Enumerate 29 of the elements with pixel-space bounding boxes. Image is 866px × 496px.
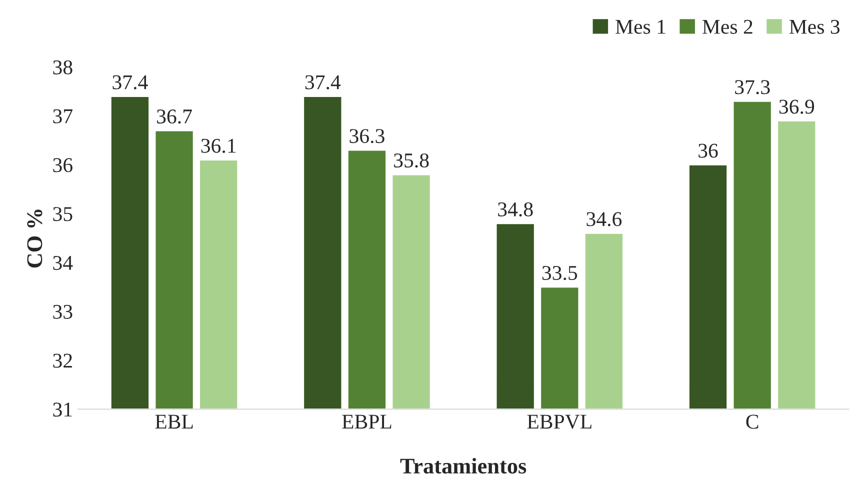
x-tick-label: EBPL	[342, 414, 392, 429]
data-label: 37.4	[305, 75, 341, 90]
data-label: 36.3	[350, 129, 384, 144]
y-tick-label: 33	[53, 304, 72, 319]
y-axis-title: CO %	[27, 210, 42, 268]
y-tick-label: 38	[53, 60, 72, 74]
y-tick-label: 32	[53, 354, 72, 368]
data-label: 34.8	[498, 202, 533, 216]
x-tick-label: EBL	[155, 414, 193, 429]
data-label: 33.5	[542, 266, 578, 280]
data-label: 36	[698, 144, 718, 158]
data-label: 36.7	[157, 110, 192, 124]
y-tick-label: 31	[53, 402, 72, 417]
x-tick-label: EBPVL	[527, 414, 592, 429]
data-label: 35.8	[394, 153, 429, 168]
data-label: 37.3	[735, 80, 770, 94]
legend-label: Mes 3	[789, 20, 840, 34]
legend-label: Mes 2	[702, 20, 752, 34]
y-tick-label: 34	[53, 256, 73, 270]
data-label: 37.4	[112, 75, 148, 90]
data-label: 34.6	[586, 212, 622, 226]
legend-label: Mes 1	[616, 20, 666, 34]
data-label: 36.9	[779, 100, 814, 114]
y-tick-label: 35	[53, 207, 72, 222]
x-tick-label: C	[746, 414, 758, 429]
y-tick-label: 37	[53, 109, 72, 124]
x-axis-title: Tratamientos	[400, 458, 526, 474]
data-label: 36.1	[201, 138, 236, 153]
y-tick-label: 36	[53, 158, 72, 172]
